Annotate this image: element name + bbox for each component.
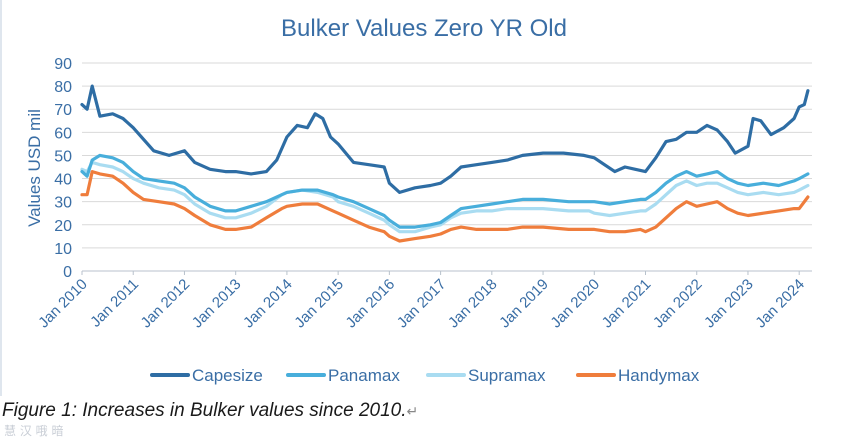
x-tick-label: Jan 2015 [291, 276, 347, 332]
x-tick-label: Jan 2017 [394, 276, 450, 332]
series-line-capesize [80, 84, 810, 194]
x-tick-label: Jan 2012 [138, 276, 194, 332]
x-tick-label: Jan 2010 [35, 276, 91, 332]
line-chart: Bulker Values Zero YR Old Values USD mil… [25, 15, 812, 385]
y-tick-label: 70 [54, 102, 72, 119]
x-tick-label: Jan 2013 [189, 276, 245, 332]
y-axis-ticks: 0 10 20 30 40 50 60 70 80 90 [54, 56, 72, 281]
figure-caption: Figure 1: Increases in Bulker values sin… [2, 400, 418, 422]
gridlines [82, 62, 812, 272]
chart-title: Bulker Values Zero YR Old [281, 15, 567, 42]
y-tick-label: 30 [54, 195, 72, 212]
legend-label-capesize: Capesize [192, 366, 263, 385]
x-tick-label: Jan 2023 [701, 276, 757, 332]
x-tick-label: Jan 2011 [87, 276, 142, 331]
series-lines [80, 84, 810, 243]
y-axis-label: Values USD mil [25, 109, 44, 227]
x-tick-label: Jan 2024 [752, 276, 808, 332]
y-tick-label: 50 [54, 148, 72, 165]
y-tick-label: 40 [54, 172, 72, 189]
x-tick-label: Jan 2020 [547, 276, 603, 332]
x-tick-label: Jan 2016 [343, 276, 399, 332]
legend-label-handymax: Handymax [618, 366, 700, 385]
x-tick-label: Jan 2018 [445, 276, 501, 332]
x-tick-label: Jan 2022 [650, 276, 706, 332]
legend-label-supramax: Supramax [468, 366, 546, 385]
y-tick-label: 0 [63, 264, 72, 281]
series-line-handymax [80, 170, 810, 243]
series-line-panamax [80, 153, 810, 229]
caption-text: Figure 1: Increases in Bulker values sin… [2, 400, 407, 421]
y-tick-label: 20 [54, 218, 72, 235]
y-tick-label: 80 [54, 79, 72, 96]
series-line-supramax [80, 160, 810, 234]
x-tick-label: Jan 2021 [599, 276, 655, 332]
legend: Capesize Panamax Supramax Handymax [150, 366, 700, 385]
y-tick-label: 60 [54, 125, 72, 142]
x-tick-label: Jan 2014 [240, 276, 296, 332]
watermark: 慧 汉 哦 暗 [4, 424, 64, 438]
y-tick-label: 90 [54, 56, 72, 73]
x-tick-label: Jan 2019 [496, 276, 552, 332]
left-rule [0, 0, 2, 396]
y-tick-label: 10 [54, 241, 72, 258]
paragraph-mark: ↵ [406, 403, 419, 419]
legend-label-panamax: Panamax [328, 366, 400, 385]
